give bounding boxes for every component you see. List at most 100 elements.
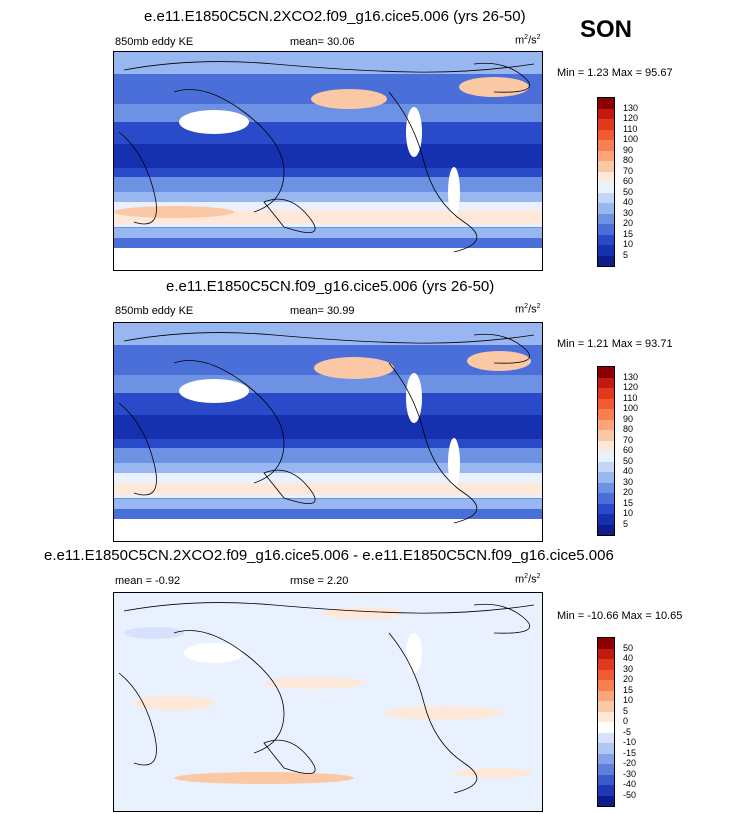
colorbar-tick-label: 10 [623,695,634,705]
colorbar-swatch [598,224,614,235]
colorbar-tick-label: 50 [623,455,634,466]
panel3-mean: mean = -0.92 [115,575,181,587]
colorbar-swatch [598,182,614,193]
colorbar-tick-label: -10 [623,737,637,747]
colorbar-tick-label: 40 [623,197,634,207]
colorbar-tick-label: 80 [623,155,634,165]
colorbar-swatch [598,98,614,109]
colorbar-tick-label: 5 [623,249,629,260]
colorbar-tick-label: 50 [623,186,634,197]
panel2-title: e.e11.E1850C5CN.f09_g16.cice5.006 (yrs 2… [166,278,495,295]
panel1-title: e.e11.E1850C5CN.2XCO2.f09_g16.cice5.006 … [144,8,526,25]
colorbar-swatch [598,722,614,733]
colorbar-swatch [598,129,614,140]
colorbar-swatch [598,514,614,525]
panel2-colorbar [597,366,615,536]
colorbar-swatch [598,711,614,722]
colorbar-tick-label: 15 [623,497,634,508]
colorbar-tick-label: 20 [623,218,634,228]
colorbar-tick-label: 40 [623,653,634,663]
colorbar-tick-label: -30 [623,768,637,779]
colorbar-tick-label: 15 [623,228,634,239]
colorbar-tick-label: -50 [623,789,637,800]
colorbar-tick-label: 30 [623,663,634,674]
panel1-map [113,51,543,271]
colorbar-tick-label: 70 [623,434,634,445]
colorbar-tick-label: -20 [623,758,637,768]
panel1-map-field [114,52,542,270]
colorbar-swatch [598,409,614,420]
colorbar-swatch [598,119,614,130]
colorbar-swatch [598,690,614,701]
colorbar-swatch [598,524,614,535]
panel2-minmax: Min = 1.21 Max = 93.71 [557,338,673,350]
colorbar-tick-label: 5 [623,518,629,529]
panel1-units: m2/s2 [515,34,541,47]
colorbar-tick-label: 15 [623,684,634,695]
colorbar-tick-label: 100 [623,134,639,144]
panel3-map [113,592,543,812]
colorbar-swatch [598,648,614,659]
colorbar-tick-label: 20 [623,487,634,497]
panel3-colorbar [597,637,615,807]
colorbar-swatch [598,493,614,504]
panel2-units: m2/s2 [515,303,541,316]
panel1-variable-label: 850mb eddy KE [115,36,194,48]
colorbar-swatch [598,203,614,214]
panel3-rmse: rmse = 2.20 [290,575,349,587]
colorbar-tick-label: 120 [623,382,639,392]
colorbar-tick-label: 5 [623,705,629,716]
season-label: SON [580,16,633,43]
colorbar-tick-label: 10 [623,508,634,518]
colorbar-tick-label: 110 [623,392,638,403]
colorbar-tick-label: 0 [623,716,629,726]
panel1-minmax: Min = 1.23 Max = 95.67 [557,67,673,79]
colorbar-swatch [598,482,614,493]
panel2-variable-label: 850mb eddy KE [115,305,194,317]
colorbar-swatch [598,680,614,691]
colorbar-tick-label: 40 [623,466,634,476]
colorbar-swatch [598,774,614,785]
colorbar-swatch [598,398,614,409]
panel3-minmax: Min = -10.66 Max = 10.65 [557,610,683,622]
panel1-colorbar [597,97,615,267]
colorbar-swatch [598,367,614,378]
colorbar-tick-label: 100 [623,403,639,413]
colorbar-swatch [598,430,614,441]
colorbar-swatch [598,140,614,151]
colorbar-swatch [598,503,614,514]
colorbar-swatch [598,638,614,649]
colorbar-swatch [598,743,614,754]
colorbar-swatch [598,669,614,680]
colorbar-tick-label: 10 [623,239,634,249]
colorbar-tick-label: 130 [623,371,639,382]
colorbar-tick-label: 60 [623,445,634,455]
colorbar-tick-label: 130 [623,102,639,113]
panel1-mean: mean= 30.06 [290,36,355,48]
colorbar-swatch [598,255,614,266]
colorbar-swatch [598,659,614,670]
colorbar-tick-label: 110 [623,123,638,134]
colorbar-swatch [598,701,614,712]
panel3-units: m2/s2 [515,573,541,586]
colorbar-swatch [598,753,614,764]
colorbar-tick-label: 20 [623,674,634,684]
colorbar-tick-label: 120 [623,113,639,123]
panel2-mean: mean= 30.99 [290,305,355,317]
colorbar-tick-label: -40 [623,779,637,789]
colorbar-swatch [598,213,614,224]
colorbar-tick-label: -5 [623,726,632,737]
colorbar-tick-label: 60 [623,176,634,186]
colorbar-swatch [598,461,614,472]
colorbar-swatch [598,377,614,388]
colorbar-tick-label: 90 [623,413,634,424]
colorbar-tick-label: 90 [623,144,634,155]
colorbar-swatch [598,234,614,245]
colorbar-swatch [598,419,614,430]
colorbar-swatch [598,785,614,796]
colorbar-swatch [598,245,614,256]
colorbar-swatch [598,171,614,182]
colorbar-tick-label: 50 [623,642,634,653]
colorbar-swatch [598,451,614,462]
colorbar-tick-label: 30 [623,207,634,218]
